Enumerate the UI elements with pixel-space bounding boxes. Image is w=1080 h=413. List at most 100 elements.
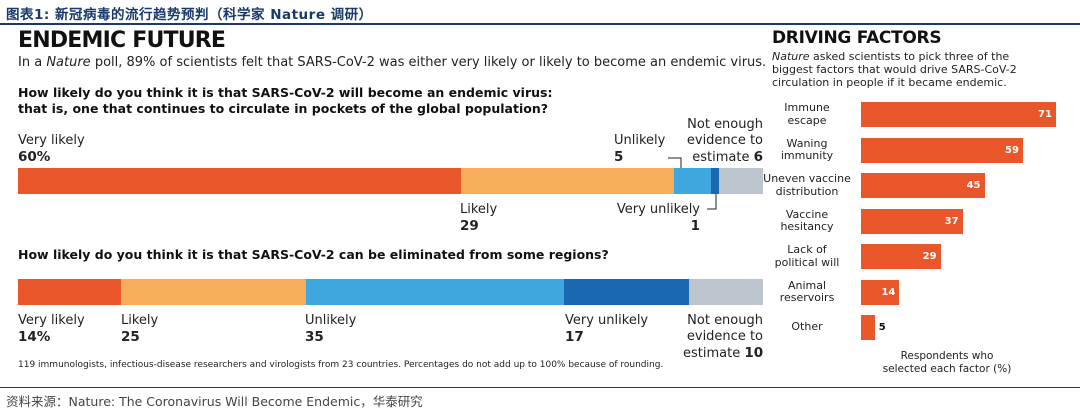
q2-very-unlikely-name: Very unlikely [565, 313, 649, 328]
q2-unlikely-value: 35 [305, 329, 324, 345]
q1-not-enough-value: 6 [753, 149, 763, 165]
q1-very-likely-value: 60% [18, 149, 51, 165]
q2-label-likely: Likely 25 [121, 313, 158, 346]
q2-bar-very-likely [18, 279, 122, 305]
factor-label-line2: political will [774, 255, 840, 269]
q2-bar-not-enough [689, 279, 764, 305]
factor-bar [861, 315, 875, 340]
factor-label: Other [757, 320, 857, 334]
q1-title-line2: that is, one that continues to circulate… [18, 101, 548, 116]
q2-bar-unlikely [305, 279, 565, 305]
factor-bar [861, 279, 900, 305]
factor-label: Vaccine hesitancy [757, 207, 857, 234]
factor-label-line2: hesitancy [780, 220, 834, 233]
q1-title: How likely do you think it is that SARS-… [18, 85, 552, 117]
factor-value-label: 14 [881, 286, 896, 298]
factor-value-label: 37 [944, 215, 959, 227]
header-divider [0, 23, 1080, 25]
q2-label-not-enough: Not enough evidence to estimate 10 [683, 313, 763, 362]
factor-bar [861, 208, 963, 234]
factor-value-label: 71 [1038, 109, 1052, 120]
q2-very-unlikely-value: 17 [565, 329, 584, 345]
methodology-note: 119 immunologists, infectious-disease re… [18, 360, 664, 370]
factor-label-line1: Immune [784, 101, 830, 114]
q2-very-likely-value: 14% [18, 329, 51, 345]
factor-label-line1: Waning [786, 136, 828, 150]
factor-label: Animal reservoirs [757, 278, 857, 305]
x-axis-label-line2: selected each factor (%) [882, 363, 1012, 375]
q2-label-unlikely: Unlikely 35 [305, 313, 356, 346]
footer-divider [0, 387, 1080, 388]
leader-unlikely [668, 157, 682, 168]
factor-label-line1: Uneven vaccine [763, 172, 851, 185]
leader-very-unlikely [707, 194, 717, 210]
report-header: 图表1: 新冠病毒的流行趋势预判（科学家 Nature 调研） [0, 0, 1080, 23]
factor-label-line2: reservoirs [779, 291, 835, 304]
q2-bar-very-unlikely [563, 279, 690, 305]
factor-bar [861, 244, 941, 269]
q2-likely-name: Likely [121, 313, 159, 328]
driving-factors-title: DRIVING FACTORS [772, 28, 942, 48]
q1-likely-value: 29 [460, 218, 479, 234]
q2-likely-value: 25 [121, 329, 140, 345]
q2-not-enough-value: 10 [744, 345, 764, 361]
q1-unlikely-value: 5 [614, 149, 624, 165]
factor-label-line1: Vaccine [785, 207, 829, 221]
q1-label-likely: Likely 29 [460, 202, 497, 235]
factor-label: Uneven vaccine distribution [757, 172, 857, 198]
desc-rest: asked scientists to pick three of the bi… [772, 50, 1017, 89]
factor-bar [861, 102, 1056, 127]
q1-bar-very-unlikely [711, 168, 720, 194]
q2-bar-likely [121, 279, 307, 305]
x-axis-label-line1: Respondents who [900, 350, 994, 362]
q1-likely-name: Likely [460, 202, 498, 217]
q1-unlikely-name: Unlikely [614, 133, 666, 148]
main-title: ENDEMIC FUTURE [18, 28, 226, 53]
factor-value-label: 45 [966, 180, 981, 191]
factor-bar [861, 173, 985, 198]
q2-unlikely-name: Unlikely [305, 313, 357, 328]
factor-label-line2: immunity [780, 149, 834, 162]
q2-very-likely-name: Very likely [18, 313, 85, 328]
x-axis-label: Respondents who selected each factor (%) [872, 350, 1022, 376]
q1-not-enough-line3: estimate [692, 150, 750, 165]
factor-label: Immune escape [757, 101, 857, 127]
factor-value-label: 29 [922, 251, 937, 262]
driving-factors-description: Nature asked scientists to pick three of… [772, 50, 1032, 89]
subtitle-italic: Nature [46, 55, 91, 70]
q2-not-enough-line1: Not enough [687, 313, 763, 328]
factor-label: Waning immunity [757, 136, 857, 163]
q1-label-not-enough: Not enough evidence to estimate 6 [683, 117, 763, 166]
main-subtitle: In a Nature poll, 89% of scientists felt… [18, 55, 766, 70]
source-note: 资料来源：Nature: The Coronavirus Will Become… [6, 394, 423, 409]
q2-not-enough-line3: estimate [683, 346, 741, 361]
factor-label: Lack of political will [757, 243, 857, 269]
q1-very-unlikely-name: Very unlikely [616, 202, 700, 217]
q1-label-unlikely: Unlikely 5 [614, 133, 666, 165]
factor-label-line2: escape [787, 113, 827, 127]
q1-very-unlikely-value: 1 [690, 218, 700, 234]
figure-caption: 图表1: 新冠病毒的流行趋势预判（科学家 Nature 调研） [6, 7, 373, 23]
q1-label-very-unlikely: Very unlikely 1 [604, 202, 700, 234]
q2-label-very-unlikely: Very unlikely 17 [565, 313, 648, 346]
q1-bar-very-likely [18, 168, 462, 194]
subtitle-pre: In a [18, 55, 47, 70]
q1-bar-likely [460, 168, 675, 194]
q1-bar-not-enough [718, 168, 764, 194]
q1-not-enough-line1: Not enough [687, 117, 763, 132]
factor-label-line1: Other [791, 320, 823, 333]
factor-value-label: 59 [1005, 144, 1019, 156]
q2-label-very-likely: Very likely 14% [18, 313, 85, 346]
q1-label-very-likely: Very likely 60% [18, 133, 85, 166]
factor-label-line1: Animal [787, 278, 827, 292]
q1-title-line1: How likely do you think it is that SARS-… [18, 85, 553, 100]
q2-not-enough-line2: evidence to [686, 329, 763, 344]
q1-bar-unlikely [674, 168, 712, 194]
q1-not-enough-line2: evidence to [686, 133, 763, 148]
desc-italic: Nature [772, 50, 810, 63]
q1-very-likely-name: Very likely [18, 133, 85, 148]
factor-label-line2: distribution [775, 184, 839, 198]
factor-bar [861, 137, 1024, 163]
subtitle-post: poll, 89% of scientists felt that SARS-C… [90, 55, 767, 70]
